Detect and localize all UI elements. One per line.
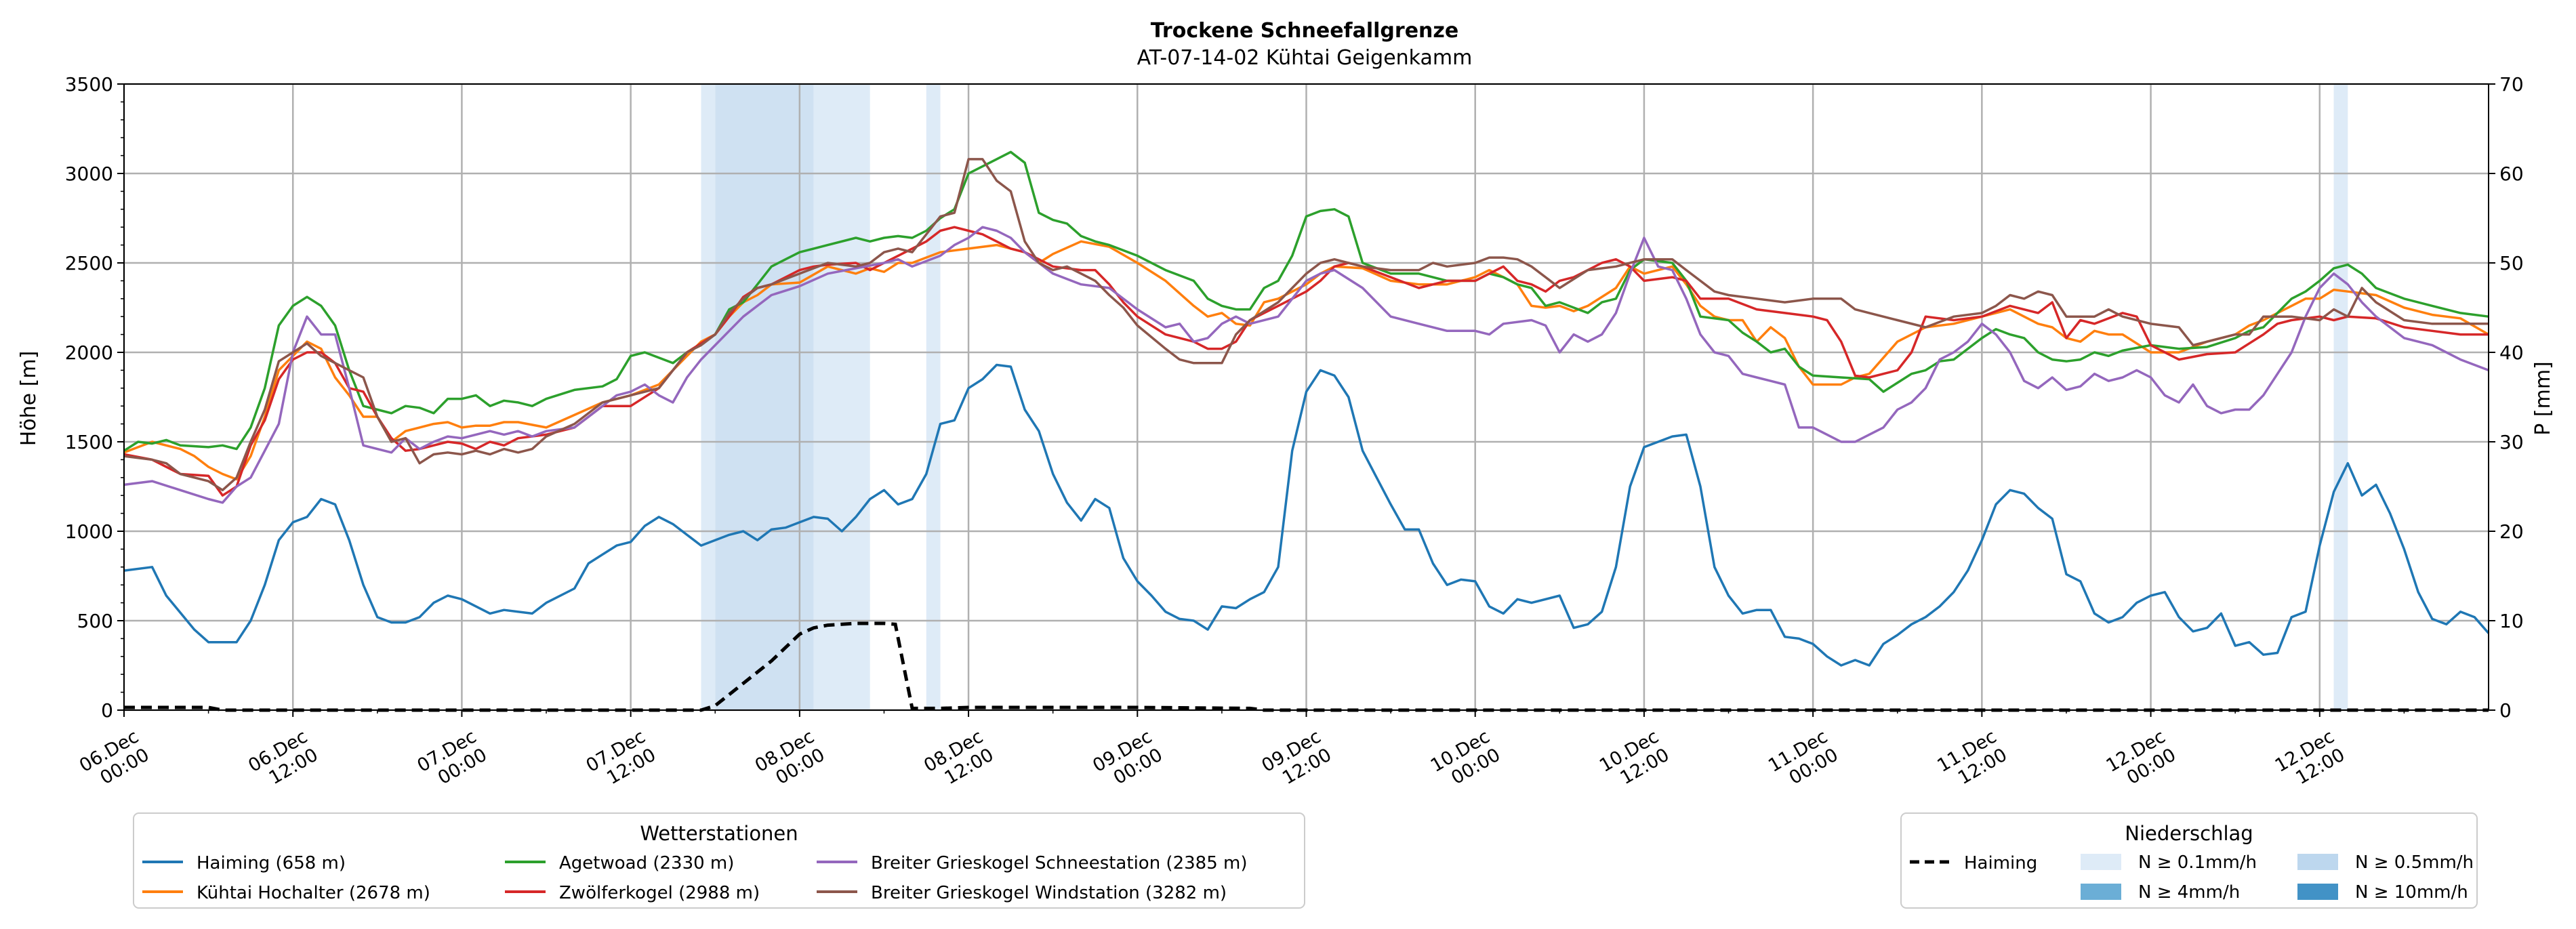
y-tick-label: 500 (77, 610, 113, 632)
y-tick-label: 3000 (65, 163, 113, 185)
precip-shade-band (926, 84, 941, 710)
y2-tick-label: 40 (2499, 342, 2524, 364)
y2-axis-label: P [mm] (2531, 361, 2555, 435)
x-tick-label: 10.Dec12:00 (1596, 726, 1673, 795)
x-tick-label: 07.Dec12:00 (583, 726, 659, 795)
x-tick-label: 06.Dec12:00 (245, 726, 321, 795)
series-lines (123, 150, 2490, 667)
legend-label-2: Agetwoad (2330 m) (559, 853, 734, 873)
y2-tick-label: 10 (2499, 610, 2524, 632)
y2-tick-label: 70 (2499, 73, 2524, 96)
y2-tick-label: 30 (2499, 431, 2524, 453)
series-line-4 (123, 226, 2489, 504)
y-tick-label: 3500 (65, 73, 113, 96)
legend-label-0: Haiming (658 m) (197, 853, 346, 873)
precip-shade-band (701, 84, 716, 710)
precip-level-label-2: N ≥ 0.5mm/h (2355, 852, 2474, 873)
precip-level-label-3: N ≥ 10mm/h (2355, 882, 2468, 903)
y-axis-label: Höhe [m] (17, 351, 41, 447)
precipitation-line (124, 621, 2489, 712)
legend-label-4: Breiter Grieskogel Schneestation (2385 m… (871, 853, 1247, 873)
y2-tick-label: 50 (2499, 252, 2524, 274)
x-tick-label: 12.Dec12:00 (2272, 726, 2348, 795)
x-tick-label: 08.Dec00:00 (752, 726, 828, 795)
stations-legend-items: Haiming (658 m) Kühtai Hochalter (2678 m)… (142, 853, 1247, 903)
precip-shade-band (715, 84, 814, 710)
precip-legend-title: Niederschlag (2125, 822, 2253, 845)
y2-tick-label: 60 (2499, 163, 2524, 185)
y-tick-label: 1500 (65, 431, 113, 453)
stations-legend-title: Wetterstationen (640, 822, 798, 845)
x-tick-label: 10.Dec00:00 (1427, 726, 1504, 795)
precip-level-label-0: N ≥ 0.1mm/h (2138, 852, 2257, 873)
x-tick-label: 11.Dec12:00 (1934, 726, 2010, 795)
y-tick-label: 1000 (65, 520, 113, 543)
y2-tick-label: 20 (2499, 520, 2524, 543)
precip-level-swatch-0 (2081, 854, 2121, 870)
x-tick-label: 08.Dec12:00 (920, 726, 997, 795)
series-line-2 (123, 150, 2489, 452)
chart-title: Trockene Schneefallgrenze (1151, 19, 1458, 43)
precipitation-shading (701, 84, 2348, 710)
precip-legend: Niederschlag Haiming N ≥ 0.1mm/h N ≥ 4mm/… (1900, 812, 2478, 909)
y-tick-label: 0 (101, 699, 113, 722)
legend-label-3: Zwölferkogel (2988 m) (559, 883, 760, 903)
precip-shade-band (2333, 84, 2348, 710)
series-line-1 (123, 240, 2489, 481)
x-tick-label: 09.Dec12:00 (1259, 726, 1335, 795)
series-line-0 (123, 363, 2490, 667)
precip-shade-band (813, 84, 870, 710)
precip-legend-line-label: Haiming (1964, 853, 2037, 873)
legend-label-5: Breiter Grieskogel Windstation (3282 m) (871, 883, 1227, 903)
precip-level-swatch-2 (2297, 854, 2338, 870)
x-tick-label: 06.Dec00:00 (76, 726, 152, 795)
stations-legend: Wetterstationen Haiming (658 m) Kühtai Ho… (133, 812, 1305, 909)
precip-level-swatch-1 (2081, 884, 2121, 900)
precip-level-label-1: N ≥ 4mm/h (2138, 882, 2240, 903)
legend-label-1: Kühtai Hochalter (2678 m) (197, 883, 430, 903)
series-line-5 (123, 158, 2489, 492)
y-tick-label: 2000 (65, 342, 113, 364)
x-tick-label: 12.Dec00:00 (2103, 726, 2180, 795)
x-tick-label: 09.Dec00:00 (1089, 726, 1166, 795)
axes: 0 500 1000 1500 2000 2500 3000 3500 0 10 20 30 40 50 6… (65, 73, 2524, 795)
chart-subtitle: AT-07-14-02 Kühtai Geigenkamm (1137, 46, 1473, 70)
precip-level-swatch-3 (2297, 884, 2338, 900)
y-tick-label: 2500 (65, 252, 113, 274)
precip-haiming-line (124, 621, 2489, 712)
x-tick-label: 11.Dec00:00 (1765, 726, 1841, 795)
precip-legend-items: N ≥ 0.1mm/h N ≥ 4mm/h N ≥ 0.5mm/h N ≥ 10mm/… (2081, 852, 2474, 903)
x-tick-label: 07.Dec00:00 (413, 726, 490, 795)
y2-tick-label: 0 (2499, 699, 2512, 722)
